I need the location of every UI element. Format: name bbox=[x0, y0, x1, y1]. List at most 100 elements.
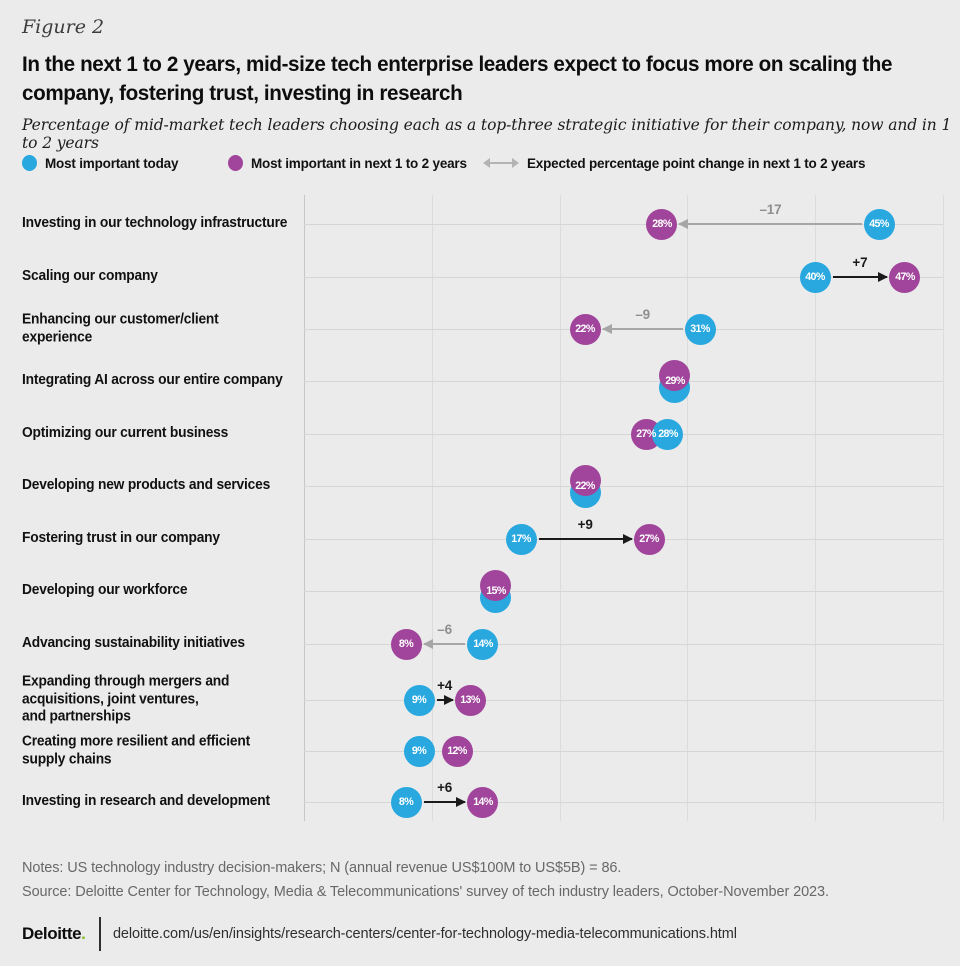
dot-value-label: 8% bbox=[399, 796, 414, 808]
arrow-head-icon bbox=[456, 797, 467, 807]
dot-today bbox=[652, 418, 684, 450]
arrow-head-icon bbox=[422, 639, 433, 649]
category-label: Developing our workforce bbox=[22, 582, 188, 599]
dot-value-label: 45% bbox=[869, 218, 889, 230]
dot-value-label: 22% bbox=[575, 480, 595, 492]
notes-text: Notes: US technology industry decision-m… bbox=[22, 860, 622, 876]
change-label: +7 bbox=[852, 255, 868, 270]
category-label: Expanding through mergers and acquisitio… bbox=[22, 673, 230, 725]
dot-today bbox=[863, 208, 895, 240]
dot-value-label: 29% bbox=[664, 375, 685, 387]
dot-value-label: 14% bbox=[473, 638, 493, 650]
dot-today bbox=[403, 735, 435, 767]
change-arrow bbox=[538, 538, 632, 540]
dot-today bbox=[390, 786, 422, 818]
figure-label: Figure 2 bbox=[22, 16, 105, 38]
row-line bbox=[304, 224, 943, 225]
dot-value-label: 17% bbox=[511, 533, 532, 545]
dot-future bbox=[659, 359, 691, 391]
dot-future bbox=[441, 735, 473, 767]
dot-value-label: 22% bbox=[575, 323, 595, 335]
dot-future bbox=[467, 786, 499, 818]
legend-label: Most important in next 1 to 2 years bbox=[251, 155, 467, 171]
row-line bbox=[304, 591, 943, 592]
dot-future bbox=[646, 208, 678, 240]
row-line bbox=[304, 381, 943, 382]
dot-value-label: 9% bbox=[411, 745, 427, 757]
gridline-40 bbox=[815, 195, 817, 821]
change-arrow bbox=[423, 643, 466, 645]
dot-value-label: 13% bbox=[460, 694, 480, 706]
footer-divider bbox=[99, 917, 101, 951]
dot-future bbox=[569, 464, 601, 496]
row-line bbox=[304, 434, 943, 435]
change-label: +4 bbox=[437, 678, 453, 693]
gridline-10 bbox=[431, 195, 433, 821]
dot-value-label: 9% bbox=[411, 694, 427, 706]
change-arrow bbox=[602, 328, 683, 330]
dot-future bbox=[480, 569, 512, 601]
dot-value-label: 27% bbox=[639, 533, 659, 545]
legend-label: Most important today bbox=[45, 155, 179, 171]
arrow-head-icon bbox=[622, 534, 633, 544]
footer-logo-row: Deloitte. deloitte.com/us/en/insights/re… bbox=[22, 916, 737, 952]
arrow-head-icon bbox=[443, 695, 454, 705]
dot-today bbox=[403, 684, 435, 716]
category-label: Investing in our technology infrastructu… bbox=[22, 215, 288, 232]
dot-future bbox=[633, 523, 665, 555]
row-line bbox=[304, 751, 943, 752]
dot-value-label: 8% bbox=[399, 638, 414, 650]
dot-value-label: 28% bbox=[652, 218, 672, 230]
category-label: Developing new products and services bbox=[22, 477, 271, 494]
change-label: –17 bbox=[759, 202, 782, 217]
deloitte-logo: Deloitte. bbox=[22, 924, 86, 943]
arrow-head-icon bbox=[678, 219, 689, 229]
arrow-head-icon bbox=[601, 324, 612, 334]
dot-today bbox=[684, 313, 716, 345]
dot-value-label: 12% bbox=[447, 745, 468, 757]
change-label: +6 bbox=[437, 780, 453, 795]
dot-future bbox=[889, 261, 921, 293]
row-line bbox=[304, 700, 943, 701]
category-label: Integrating AI across our entire company bbox=[22, 372, 283, 389]
dot-value-label: 31% bbox=[690, 323, 710, 335]
footer-url-link[interactable]: deloitte.com/us/en/insights/research-cen… bbox=[112, 926, 737, 942]
dot-today bbox=[467, 628, 499, 660]
category-label: Investing in research and development bbox=[22, 793, 270, 810]
dot-value-label: 14% bbox=[473, 796, 493, 808]
gridline-0 bbox=[304, 195, 305, 821]
dot-future bbox=[454, 684, 486, 716]
dot-value-label: 27% bbox=[636, 428, 656, 440]
dot-value-label: 40% bbox=[805, 271, 825, 283]
deloitte-logo-green-dot: . bbox=[81, 924, 86, 943]
change-arrow bbox=[832, 276, 888, 278]
category-label: Fostering trust in our company bbox=[22, 530, 220, 547]
today-dot-icon bbox=[22, 155, 37, 171]
category-label: Scaling our company bbox=[22, 268, 158, 285]
change-arrow bbox=[679, 223, 862, 225]
change-label: –9 bbox=[635, 307, 650, 322]
dot-future bbox=[569, 313, 601, 345]
double-arrow-icon bbox=[483, 157, 519, 169]
dot-value-label: 15% bbox=[485, 585, 506, 597]
category-label: Optimizing our current business bbox=[22, 425, 229, 442]
change-arrow bbox=[423, 801, 466, 803]
change-label: –6 bbox=[437, 622, 452, 637]
category-label: Creating more resilient and efficient su… bbox=[22, 733, 250, 767]
change-label: +9 bbox=[577, 517, 593, 532]
legend-item-today: Most important today bbox=[22, 154, 178, 172]
dot-future bbox=[390, 628, 422, 660]
gridline-30 bbox=[687, 195, 689, 821]
dot-value-label: 47% bbox=[894, 271, 915, 283]
dot-today bbox=[799, 261, 831, 293]
chart-title: In the next 1 to 2 years, mid-size tech … bbox=[22, 52, 893, 106]
source-text: Source: Deloitte Center for Technology, … bbox=[22, 884, 829, 900]
row-line bbox=[304, 644, 943, 645]
arrow-head-icon bbox=[878, 272, 889, 282]
legend-item-change: Expected percentage point change in next… bbox=[483, 154, 865, 172]
row-line bbox=[304, 277, 943, 278]
future-dot-icon bbox=[228, 155, 243, 171]
chart-subtitle: Percentage of mid-market tech leaders ch… bbox=[22, 116, 952, 152]
